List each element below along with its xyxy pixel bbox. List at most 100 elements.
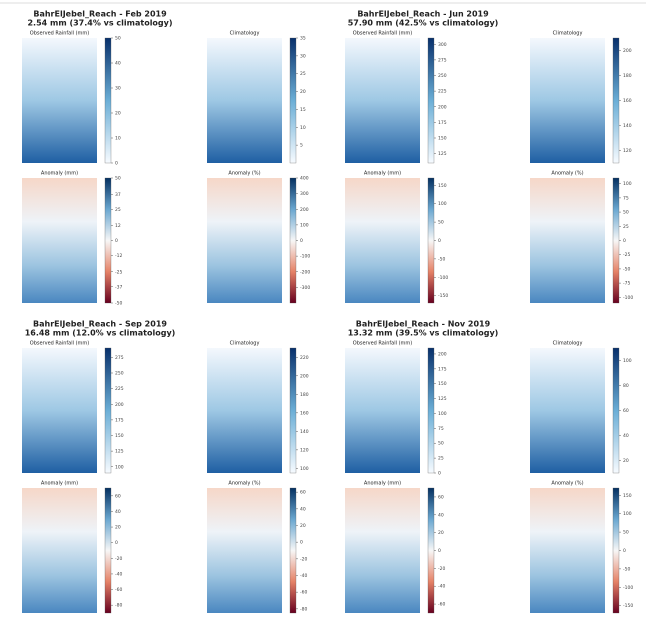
colorbar-tick-label: 100 <box>438 411 447 417</box>
colorbar-tick-label: -150 <box>438 293 448 299</box>
panel-title: BahrElJebel_Reach - Nov 2019 <box>356 320 491 329</box>
colorbar-tick-label: 150 <box>438 183 447 189</box>
map <box>345 488 420 613</box>
map-label: Climatology <box>230 31 260 37</box>
map <box>207 348 282 473</box>
colorbar-tick-label: -20 <box>300 556 307 562</box>
colorbar-tick-label: 30 <box>115 86 121 92</box>
colorbar-tick-label: 200 <box>300 207 309 213</box>
colorbar-tick-label: 50 <box>115 36 121 42</box>
map-label: Anomaly (mm) <box>364 171 401 177</box>
colorbar-tick-label: 140 <box>300 429 309 435</box>
colorbar-tick-label: 150 <box>115 433 124 439</box>
map <box>207 38 282 163</box>
colorbar-tick-label: -60 <box>438 602 445 608</box>
map <box>530 178 605 303</box>
colorbar-tick-label: 60 <box>438 494 444 500</box>
panel-title: BahrElJebel_Reach - Sep 2019 <box>33 320 167 329</box>
colorbar-tick-label: -37 <box>115 284 122 290</box>
colorbar-tick-label: 75 <box>623 195 629 201</box>
map-label: Anomaly (%) <box>228 481 260 487</box>
colorbar <box>105 178 111 303</box>
colorbar <box>428 348 434 473</box>
panel-subtitle: 57.90 mm (42.5% vs climatology) <box>348 19 499 28</box>
colorbar-tick-label: 100 <box>115 464 124 470</box>
figure: BahrElJebel_Reach - Feb 20192.54 mm (37.… <box>0 0 646 626</box>
colorbar-tick-label: 25 <box>438 456 444 462</box>
panel-subtitle: 16.48 mm (12.0% vs climatology) <box>25 329 176 338</box>
colorbar-tick-label: 40 <box>115 61 121 67</box>
colorbar-tick-label: 20 <box>438 530 444 536</box>
colorbar-tick-label: 220 <box>300 355 309 361</box>
map <box>530 348 605 473</box>
colorbar-tick-label: -100 <box>438 275 448 281</box>
colorbar-tick-label: -80 <box>300 606 307 612</box>
colorbar-tick-label: -50 <box>623 566 630 572</box>
colorbar-tick-label: 180 <box>300 392 309 398</box>
colorbar-tick-label: 25 <box>623 224 629 230</box>
colorbar-tick-label: 0 <box>438 471 441 477</box>
colorbar-tick-label: 12 <box>115 223 121 229</box>
colorbar-tick-label: 0 <box>438 238 441 244</box>
colorbar-tick-label: 0 <box>115 238 118 244</box>
colorbar-tick-label: 200 <box>438 351 447 357</box>
map <box>345 38 420 163</box>
colorbar-tick-label: -100 <box>623 585 633 591</box>
colorbar-tick-label: 20 <box>115 525 121 531</box>
colorbar-tick-label: 25 <box>115 207 121 213</box>
map-label: Anomaly (%) <box>551 481 583 487</box>
colorbar-tick-label: -25 <box>623 252 630 258</box>
colorbar-tick-label: 275 <box>115 355 124 361</box>
colorbar-tick-label: 40 <box>438 512 444 518</box>
colorbar-tick-label: 100 <box>300 466 309 472</box>
panel-title: BahrElJebel_Reach - Feb 2019 <box>33 10 167 19</box>
map-label: Observed Rainfall (mm) <box>30 31 90 37</box>
map-label: Observed Rainfall (mm) <box>353 31 413 37</box>
colorbar-tick-label: 100 <box>623 358 632 364</box>
colorbar-tick-label: -20 <box>115 556 122 562</box>
map <box>207 488 282 613</box>
colorbar <box>613 348 619 473</box>
colorbar <box>105 38 111 163</box>
colorbar <box>290 488 296 613</box>
colorbar-tick-label: 100 <box>623 181 632 187</box>
colorbar-tick-label: 15 <box>300 107 306 113</box>
colorbar-tick-label: -75 <box>623 281 630 287</box>
colorbar-tick-label: 100 <box>438 201 447 207</box>
colorbar <box>428 488 434 613</box>
colorbar-tick-label: -150 <box>623 603 633 609</box>
colorbar-tick-label: 200 <box>623 48 632 54</box>
colorbar-tick-label: 10 <box>115 136 121 142</box>
colorbar-tick-label: 10 <box>300 125 306 131</box>
colorbar-tick-label: 20 <box>300 523 306 529</box>
colorbar-tick-label: 60 <box>115 493 121 499</box>
colorbar-tick-label: 300 <box>300 191 309 197</box>
colorbar-tick-label: -40 <box>115 571 122 577</box>
colorbar-tick-label: 300 <box>438 42 447 48</box>
colorbar-tick-label: -50 <box>623 266 630 272</box>
colorbar-tick-label: -50 <box>115 301 122 307</box>
colorbar-tick-label: -40 <box>300 573 307 579</box>
colorbar-tick-label: 37 <box>115 192 121 198</box>
map <box>345 348 420 473</box>
colorbar <box>613 38 619 163</box>
colorbar-tick-label: 50 <box>623 530 629 536</box>
colorbar-tick-label: -300 <box>300 285 310 291</box>
map-label: Climatology <box>230 341 260 347</box>
map <box>22 488 97 613</box>
colorbar-tick-label: -12 <box>115 253 122 259</box>
colorbar-tick-label: 120 <box>300 447 309 453</box>
map-label: Climatology <box>553 341 583 347</box>
panel-subtitle: 13.32 mm (39.5% vs climatology) <box>348 329 499 338</box>
colorbar-tick-label: 160 <box>623 98 632 104</box>
colorbar-tick-label: 0 <box>438 548 441 554</box>
colorbar-tick-label: 20 <box>623 458 629 464</box>
colorbar-tick-label: 225 <box>438 89 447 95</box>
colorbar-tick-label: 250 <box>438 73 447 79</box>
map-label: Anomaly (%) <box>228 171 260 177</box>
colorbar-tick-label: 250 <box>115 371 124 377</box>
colorbar <box>105 488 111 613</box>
colorbar-tick-label: 25 <box>300 71 306 77</box>
colorbar-tick-label: -40 <box>438 584 445 590</box>
map-label: Observed Rainfall (mm) <box>353 341 413 347</box>
